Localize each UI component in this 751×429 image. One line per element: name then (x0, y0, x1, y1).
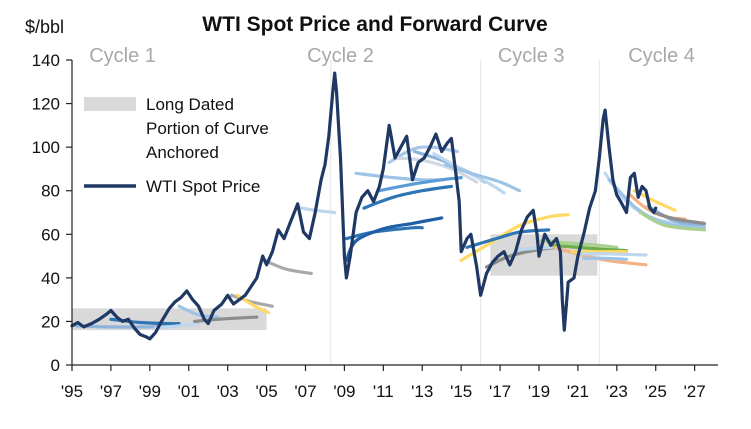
cycle-label-4: Cycle 4 (628, 45, 695, 67)
x-tick-label: '15 (450, 382, 472, 401)
forward-curve-20 (459, 213, 570, 262)
axes (71, 60, 718, 366)
x-tick-label: '19 (528, 382, 550, 401)
cycle-labels: Cycle 1 Cycle 2 Cycle 3 Cycle 4 (89, 45, 695, 67)
spot-price-line (70, 71, 658, 341)
x-tick-label: '99 (139, 382, 161, 401)
forward-curve-28 (576, 252, 648, 257)
y-tick-label: 60 (41, 225, 60, 244)
forward-curve-5 (193, 315, 259, 323)
y-tick-label: 0 (51, 356, 60, 375)
x-ticks: '95 '97 '99 '01 '03 '05 '07 '09 '11 '13 '15 '17 '19 '… (61, 365, 706, 401)
cycle-label-2: Cycle 2 (307, 45, 374, 67)
forward-curve-14 (377, 176, 463, 193)
x-tick-label: '03 (217, 382, 239, 401)
x-tick-label: '27 (684, 382, 706, 401)
y-tick-label: 140 (32, 51, 60, 70)
x-tick-label: '95 (61, 382, 83, 401)
x-tick-label: '17 (489, 382, 511, 401)
spot-price-series (70, 71, 658, 341)
x-tick-label: '07 (294, 382, 316, 401)
legend-label-band-line-1: Long Dated (146, 95, 234, 114)
cycle-label-1: Cycle 1 (89, 45, 156, 67)
y-tick-label: 20 (41, 312, 60, 331)
forward-curve-4 (177, 304, 220, 319)
forward-curve-13 (362, 184, 453, 210)
x-tick-label: '01 (178, 382, 200, 401)
forward-curve-36 (652, 210, 706, 225)
y-ticks: 0 20 40 60 80 100 120 140 (32, 51, 72, 375)
legend-label-band-line-2: Portion of Curve (146, 119, 269, 138)
x-tick-label: '09 (333, 382, 355, 401)
y-tick-label: 40 (41, 269, 60, 288)
forward-curve-3 (154, 322, 201, 330)
forward-curve-18 (432, 152, 506, 195)
forward-curve-6 (230, 293, 274, 308)
forward-curve-10 (344, 225, 424, 241)
x-tick-label: '13 (411, 382, 433, 401)
x-tick-label: '21 (567, 382, 589, 401)
x-tick-label: '97 (100, 382, 122, 401)
x-tick-label: '11 (373, 382, 394, 401)
y-tick-label: 80 (41, 182, 60, 201)
legend: Long Dated Portion of Curve Anchored WTI Sp… (84, 95, 269, 196)
legend-label-band-line-3: Anchored (146, 143, 219, 162)
forward-curve-15 (387, 145, 459, 164)
x-tick-label: '05 (256, 382, 278, 401)
chart-title: WTI Spot Price and Forward Curve (202, 13, 547, 36)
forward-curve-29 (582, 256, 629, 261)
cycle-dividers (330, 60, 600, 365)
y-tick-label: 100 (32, 138, 60, 157)
forward-curve-8 (263, 258, 313, 276)
anchored-band-1 (72, 308, 267, 331)
cycle-label-3: Cycle 3 (498, 45, 565, 67)
y-axis-unit-label: $/bbl (25, 17, 64, 37)
forward-curve-34 (638, 210, 706, 232)
forward-curve-16 (393, 156, 479, 184)
x-tick-label: '23 (606, 382, 628, 401)
legend-label-spot: WTI Spot Price (146, 177, 260, 196)
forward-curve-12 (354, 171, 444, 182)
y-tick-label: 120 (32, 95, 60, 114)
legend-swatch-band (84, 97, 136, 111)
forward-curve-9 (300, 206, 337, 215)
forward-curves (74, 145, 706, 330)
forward-curve-11 (344, 216, 444, 262)
x-tick-label: '25 (645, 382, 667, 401)
